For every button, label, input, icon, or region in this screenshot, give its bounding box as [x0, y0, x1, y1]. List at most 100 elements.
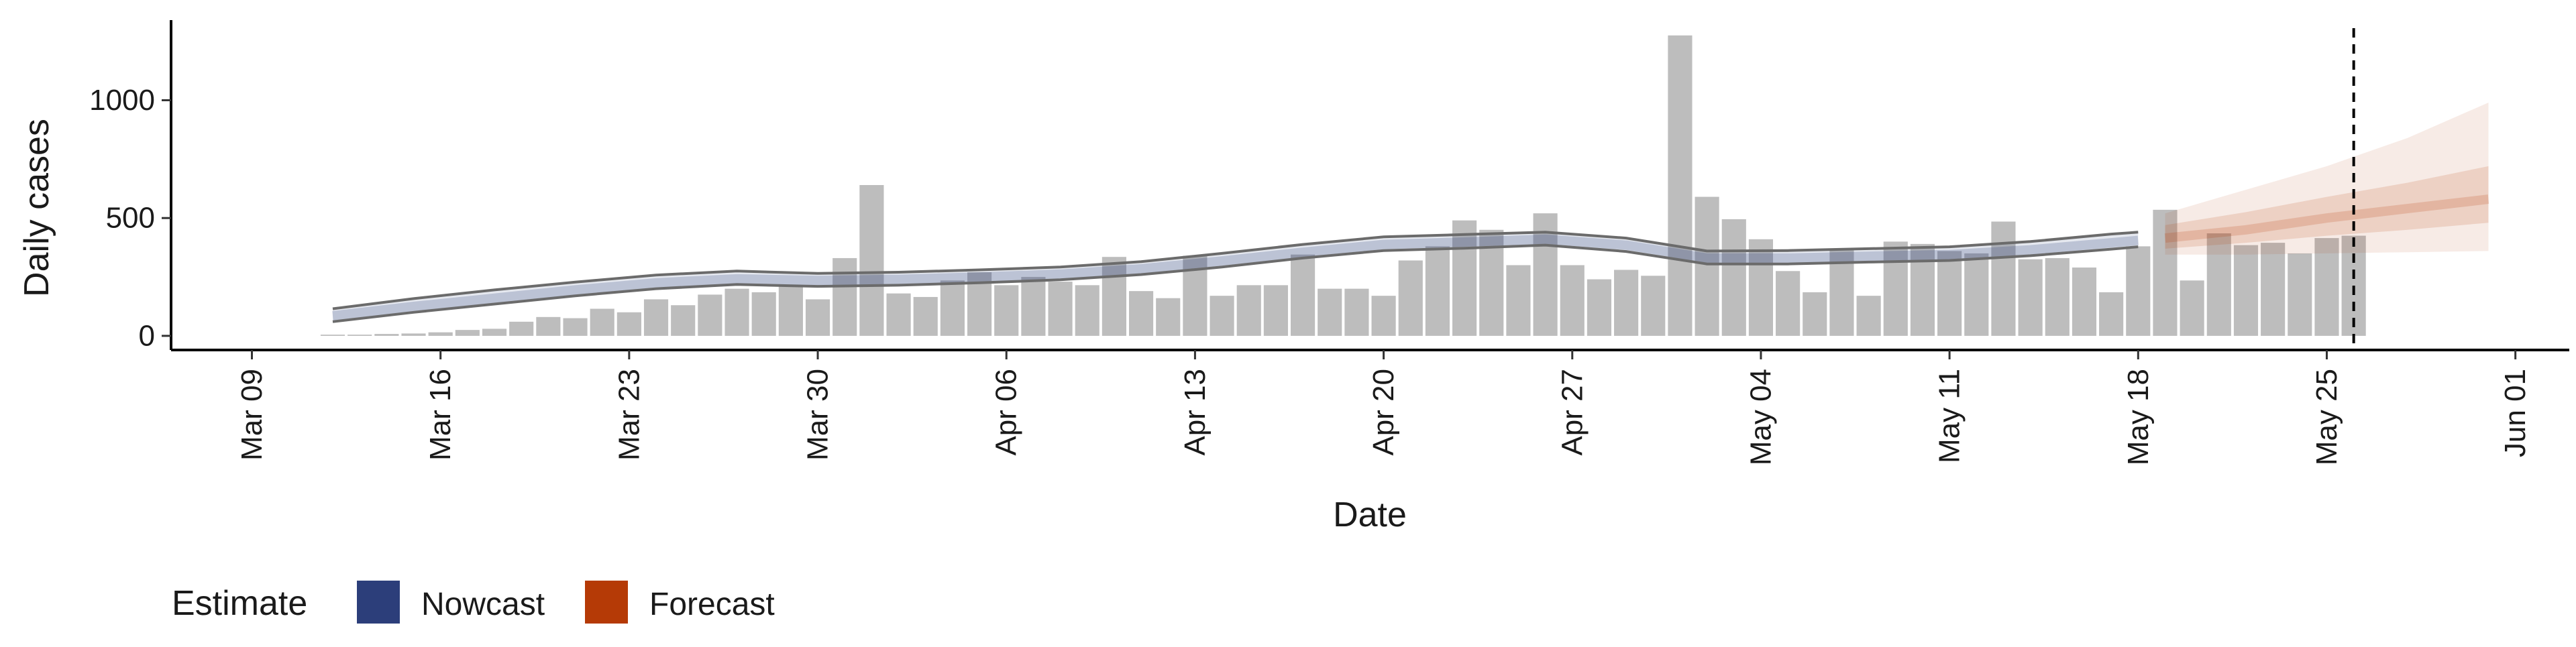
bar-2020-03-24	[643, 299, 669, 336]
x-tick-label-2020-04-13: Apr 13	[1179, 369, 1212, 456]
bar-2020-03-26	[698, 294, 722, 336]
x-tick-label-2020-05-25: May 25	[2310, 369, 2343, 465]
bar-2020-04-12	[1156, 298, 1181, 336]
bar-2020-04-20	[1371, 296, 1396, 336]
x-tick-label-2020-03-16: Mar 16	[424, 369, 457, 461]
x-tick-label-2020-03-09: Mar 09	[235, 369, 268, 461]
bar-2020-04-23	[1452, 220, 1477, 336]
bar-2020-03-14	[374, 334, 399, 336]
bar-2020-05-14	[2018, 259, 2043, 336]
bar-2020-05-11	[1937, 251, 1962, 336]
bar-2020-03-12	[320, 335, 345, 336]
y-axis-title: Daily cases	[17, 119, 56, 297]
x-tick-label-2020-05-11: May 11	[1933, 369, 1966, 463]
bar-2020-05-08	[1856, 296, 1881, 336]
bars-layer	[320, 35, 2366, 336]
x-tick-label-2020-04-27: Apr 27	[1556, 369, 1589, 456]
bar-2020-03-22	[590, 308, 614, 336]
x-tick-label-2020-03-23: Mar 23	[612, 369, 645, 461]
bar-2020-04-09	[1075, 285, 1099, 336]
bar-2020-05-03	[1721, 219, 1746, 336]
x-tick-label-2020-04-20: Apr 20	[1367, 369, 1400, 456]
bar-2020-05-09	[1883, 241, 1908, 336]
legend-swatch-nowcast	[357, 581, 400, 624]
bar-2020-04-14	[1210, 296, 1234, 336]
bar-2020-03-19	[509, 321, 534, 336]
bar-2020-03-15	[401, 333, 426, 336]
forecast-median-line	[2164, 194, 2489, 243]
bar-2020-05-23	[2261, 243, 2286, 336]
legend-swatch-forecast	[585, 581, 628, 624]
bar-2020-04-11	[1128, 291, 1154, 336]
bar-2020-04-18	[1318, 288, 1342, 336]
x-tick-label-2020-05-04: May 04	[1744, 369, 1777, 465]
bar-2020-04-16	[1263, 285, 1288, 336]
bar-2020-03-30	[805, 299, 830, 336]
bar-2020-03-25	[671, 305, 696, 336]
bar-2020-04-25	[1506, 265, 1531, 336]
bar-2020-05-20	[2180, 280, 2204, 336]
bar-2020-04-15	[1236, 285, 1261, 336]
legend: Estimate Nowcast Forecast	[172, 581, 775, 624]
x-axis-title: Date	[1333, 495, 1407, 534]
x-tick-label-2020-04-06: Apr 06	[990, 369, 1023, 456]
bar-2020-05-19	[2153, 209, 2178, 336]
nowcast-upper-line	[332, 231, 2139, 310]
bar-2020-03-16	[428, 332, 453, 336]
legend-title: Estimate	[172, 584, 307, 623]
bar-2020-05-12	[1964, 253, 1989, 336]
nowcast-band-90	[333, 232, 2139, 322]
y-tick-label-500: 500	[106, 202, 155, 235]
nowcast-median-line	[332, 234, 2139, 320]
bar-2020-03-27	[724, 288, 749, 336]
legend-label-nowcast: Nowcast	[421, 587, 545, 622]
axes-layer: Mar 09 Mar 16 Mar 23 Mar 30 Apr 06 Apr 13 Apr …	[89, 20, 2569, 465]
bar-2020-04-04	[940, 280, 965, 336]
bar-2020-04-27	[1560, 265, 1585, 336]
bar-2020-04-21	[1398, 260, 1423, 336]
bar-2020-03-31	[833, 257, 857, 336]
x-tick-label-2020-05-18: May 18	[2122, 369, 2155, 465]
bar-2020-05-21	[2206, 233, 2231, 336]
bar-2020-03-21	[563, 318, 588, 336]
bar-2020-03-20	[536, 316, 561, 336]
bar-2020-03-13	[347, 335, 372, 336]
nowcast-lower-line	[332, 243, 2139, 323]
bar-2020-03-18	[482, 329, 507, 336]
bar-2020-05-15	[2045, 257, 2070, 336]
bar-2020-03-28	[751, 292, 776, 336]
bar-2020-05-02	[1695, 196, 1719, 336]
bar-2020-05-04	[1748, 239, 1774, 336]
bar-2020-05-05	[1776, 271, 1801, 336]
bar-2020-03-23	[616, 312, 641, 336]
bar-2020-04-02	[886, 293, 911, 336]
bar-2020-04-19	[1344, 288, 1369, 336]
bar-2020-05-13	[1991, 221, 2016, 336]
bar-2020-04-07	[1021, 277, 1046, 336]
bar-2020-04-30	[1641, 276, 1666, 336]
bar-2020-03-29	[778, 286, 803, 336]
bar-2020-04-08	[1048, 282, 1073, 336]
bar-2020-05-17	[2099, 292, 2124, 336]
forecast-band-50	[2165, 166, 2489, 249]
bar-2020-04-22	[1425, 246, 1450, 336]
bar-2020-05-24	[2288, 253, 2312, 336]
bar-2020-05-10	[1910, 243, 1935, 336]
bar-2020-05-18	[2126, 246, 2151, 336]
bar-2020-04-17	[1291, 254, 1316, 336]
forecast-band-90	[2165, 103, 2489, 255]
bar-2020-05-25	[2314, 238, 2339, 336]
bar-2020-04-28	[1587, 279, 1612, 336]
bar-2020-04-29	[1614, 270, 1639, 336]
bar-2020-04-01	[859, 185, 884, 336]
bar-2020-05-01	[1668, 35, 1693, 336]
bands-layer	[333, 103, 2489, 322]
y-tick-label-0: 0	[139, 319, 155, 352]
bar-2020-04-03	[913, 296, 938, 336]
lines-layer	[332, 194, 2489, 323]
x-tick-label-2020-03-30: Mar 30	[802, 369, 835, 461]
y-tick-label-1000: 1000	[89, 84, 155, 117]
x-tick-label-2020-06-01: Jun 01	[2499, 369, 2532, 457]
